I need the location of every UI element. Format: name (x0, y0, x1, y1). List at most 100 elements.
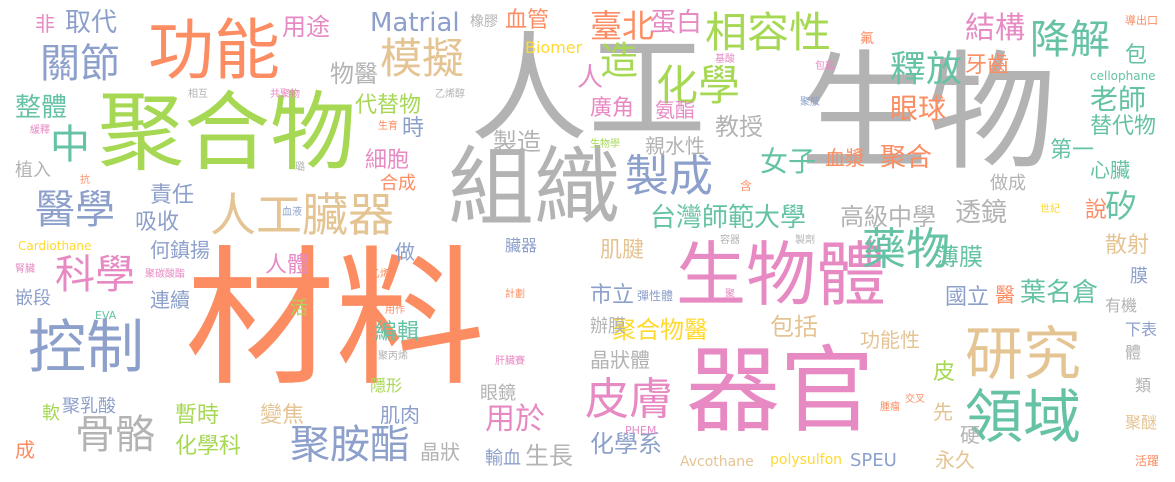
word-做成: 做成 (990, 173, 1026, 194)
word-世紀: 世紀 (1040, 204, 1060, 215)
word-功能: 功能 (148, 12, 280, 89)
word-人體: 人體 (265, 253, 310, 278)
word-人: 人 (577, 63, 604, 93)
word-人工臟器: 人工臟器 (210, 188, 394, 242)
word-血液: 血液 (282, 207, 302, 218)
word-暫時: 暫時 (175, 403, 220, 428)
word-眼球: 眼球 (890, 92, 947, 125)
word-控制: 控制 (28, 313, 145, 381)
word-化學: 化學 (656, 61, 741, 110)
word-教授: 教授 (715, 113, 763, 141)
word-編輯: 編輯 (375, 320, 420, 345)
word-研究: 研究 (965, 320, 1082, 388)
word-包: 包 (1125, 43, 1148, 68)
word-關節: 關節 (40, 41, 120, 87)
word-降解: 降解 (1030, 17, 1110, 63)
word-台灣師範大學: 台灣師範大學 (650, 203, 807, 233)
word-Biomer: Biomer (525, 38, 583, 57)
word-聚乳酸: 聚乳酸 (62, 396, 116, 417)
word-植入: 植入 (15, 160, 51, 181)
word-抗: 抗 (80, 175, 90, 186)
word-血漿: 血漿 (825, 146, 865, 170)
word-肌肉: 肌肉 (380, 403, 420, 427)
word-醫學: 醫學 (35, 187, 115, 233)
word-合成: 合成 (380, 173, 416, 194)
word-取代: 取代 (65, 8, 118, 38)
word-緩釋: 緩釋 (30, 125, 50, 136)
word-臟器: 臟器 (505, 236, 538, 255)
word-polysulfon: polysulfon (770, 452, 843, 468)
word-聚合: 聚合 (880, 143, 933, 173)
word-器官: 器官 (686, 337, 875, 446)
word-蛋白: 蛋白 (650, 8, 703, 38)
word-聚胺: 聚胺 (800, 97, 820, 108)
word-皮: 皮 (933, 360, 956, 385)
word-用途: 用途 (282, 13, 330, 41)
word-眼鏡: 眼鏡 (480, 383, 516, 404)
word-容器: 容器 (720, 235, 740, 246)
word-腎臟: 腎臟 (15, 264, 35, 275)
word-先: 先 (933, 400, 953, 424)
word-乙烯: 乙烯 (370, 269, 390, 280)
word-類: 類 (1135, 376, 1152, 395)
word-牙齒: 牙齒 (965, 53, 1010, 78)
word-臺北: 臺北 (590, 7, 655, 45)
word-活躍: 活躍 (1135, 454, 1160, 468)
word-硬: 硬 (960, 423, 980, 447)
word-材料: 材料 (185, 233, 486, 407)
word-氨酯: 氨酯 (655, 98, 695, 122)
word-女子: 女子 (760, 145, 817, 178)
word-用於: 用於 (485, 402, 545, 437)
word-包載: 包載 (815, 61, 835, 72)
word-聚胺酯: 聚胺酯 (290, 422, 410, 468)
word-非: 非 (35, 12, 55, 36)
word-生長: 生長 (525, 442, 573, 470)
word-永久: 永久 (935, 448, 975, 472)
word-市立: 市立 (590, 283, 635, 308)
word-化學科: 化學科 (175, 434, 242, 459)
word-親水性: 親水性 (645, 134, 705, 158)
word-彈性體: 彈性體 (637, 289, 674, 303)
word-嵌段: 嵌段 (15, 288, 51, 309)
word-時: 時 (402, 116, 425, 141)
word-組織: 組織 (448, 138, 620, 238)
word-葉名倉: 葉名倉 (1020, 278, 1099, 308)
word-皮膚: 皮膚 (585, 374, 673, 425)
word-用作: 用作 (385, 305, 405, 316)
word-藥物: 藥物 (862, 224, 950, 275)
word-說: 說 (1085, 198, 1108, 223)
word-晶狀: 晶狀 (420, 440, 460, 464)
word-乙烯醇: 乙烯醇 (435, 89, 465, 100)
word-Matrial: Matrial (370, 8, 460, 38)
word-Cardiothane: Cardiothane (18, 239, 92, 253)
word-製造: 製造 (493, 128, 541, 156)
word-做: 做 (395, 240, 415, 264)
word-矽: 矽 (1105, 187, 1138, 225)
word-晶狀體: 晶狀體 (590, 348, 650, 372)
word-替代物: 替代物 (1090, 114, 1157, 139)
word-何鎮揚: 何鎮揚 (150, 238, 210, 262)
word-老師: 老師 (1090, 83, 1147, 116)
word-代替物: 代替物 (355, 93, 422, 118)
word-下表: 下表 (1125, 320, 1158, 339)
word-共聚物: 共聚物 (270, 89, 300, 100)
word-計劃: 計劃 (505, 289, 525, 300)
word-變焦: 變焦 (260, 403, 305, 428)
word-生物體: 生物體 (676, 234, 886, 316)
word-連續: 連續 (150, 288, 190, 312)
word-醫: 醫 (995, 283, 1015, 307)
word-EVA: EVA (95, 309, 117, 322)
word-聚碳酸酯: 聚碳酸酯 (145, 269, 185, 280)
word-輸血: 輸血 (485, 448, 521, 469)
word-導出口: 導出口 (1125, 14, 1158, 27)
word-細胞: 細胞 (365, 148, 410, 173)
word-心臟: 心臟 (1090, 158, 1130, 182)
word-整體: 整體 (15, 93, 68, 123)
word-聚: 聚 (725, 289, 735, 300)
word-生育: 生育 (378, 121, 398, 132)
word-模擬: 模擬 (380, 34, 465, 83)
word-隱形: 隱形 (370, 376, 403, 395)
word-科學: 科學 (55, 252, 135, 298)
word-璐: 璐 (295, 162, 305, 173)
